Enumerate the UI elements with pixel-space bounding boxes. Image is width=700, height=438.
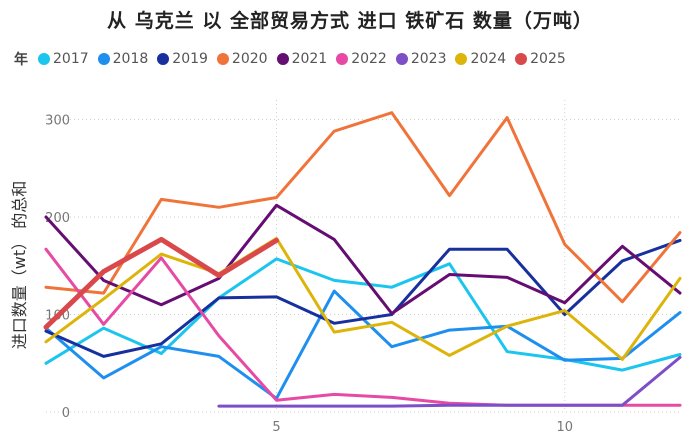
legend-item-2018[interactable]: 2018 — [97, 51, 149, 67]
series-lines — [43, 111, 682, 408]
legend-dot-2025 — [515, 53, 528, 65]
legend-item-2022[interactable]: 2022 — [336, 51, 387, 67]
legend-dot-2019 — [157, 53, 170, 65]
chart-title: 从 乌克兰 以 全部贸易方式 进口 铁矿石 数量（万吨） — [107, 10, 593, 32]
series-line-2019[interactable] — [44, 238, 682, 358]
legend-dot-2020 — [216, 53, 229, 65]
legend-dot-2017 — [38, 53, 50, 65]
legend-item-2024[interactable]: 2024 — [455, 51, 506, 67]
series-line-2024[interactable] — [44, 236, 682, 361]
legend-dot-2018 — [97, 53, 110, 65]
legend-title: 年 — [14, 52, 28, 68]
legend-label-2025: 2025 — [530, 51, 566, 67]
legend-item-2019[interactable]: 2019 — [157, 51, 208, 67]
legend-item-2023[interactable]: 2023 — [395, 51, 447, 67]
legend-label-2019: 2019 — [172, 51, 208, 67]
legend-item-2020[interactable]: 2020 — [216, 51, 268, 67]
legend-label-2022: 2022 — [351, 51, 387, 67]
legend-item-2025[interactable]: 2025 — [515, 51, 566, 67]
legend-dot-2022 — [336, 53, 349, 65]
series-line-2023[interactable] — [217, 355, 682, 408]
legend-label-2021: 2021 — [291, 51, 328, 67]
legend-item-2021[interactable]: 2021 — [276, 51, 328, 67]
legend-dot-2023 — [395, 53, 408, 65]
legend-label-2023: 2023 — [410, 51, 447, 67]
legend-label-2018: 2018 — [112, 51, 149, 67]
series-line-2025[interactable] — [43, 236, 279, 330]
legend: 年 2017 2018 2019 2020 2021 2022 2023 202… — [14, 48, 575, 70]
legend-label-2020: 2020 — [231, 51, 268, 67]
series-line-2021[interactable] — [44, 203, 682, 315]
legend-dot-2024 — [455, 53, 468, 65]
legend-dot-2021 — [276, 53, 289, 65]
legend-label-2017: 2017 — [53, 51, 89, 67]
x-tick-label: 10 — [556, 420, 573, 435]
x-axis: 5 10 — [272, 420, 573, 435]
series-line-2020[interactable] — [44, 111, 682, 304]
grid — [46, 100, 680, 413]
legend-item-2017[interactable]: 2017 — [38, 51, 89, 67]
y-tick-label: 300 — [45, 114, 70, 129]
legend-label-2024: 2024 — [470, 51, 507, 67]
x-tick-label: 5 — [272, 420, 280, 435]
y-tick-label: 0 — [62, 406, 70, 421]
